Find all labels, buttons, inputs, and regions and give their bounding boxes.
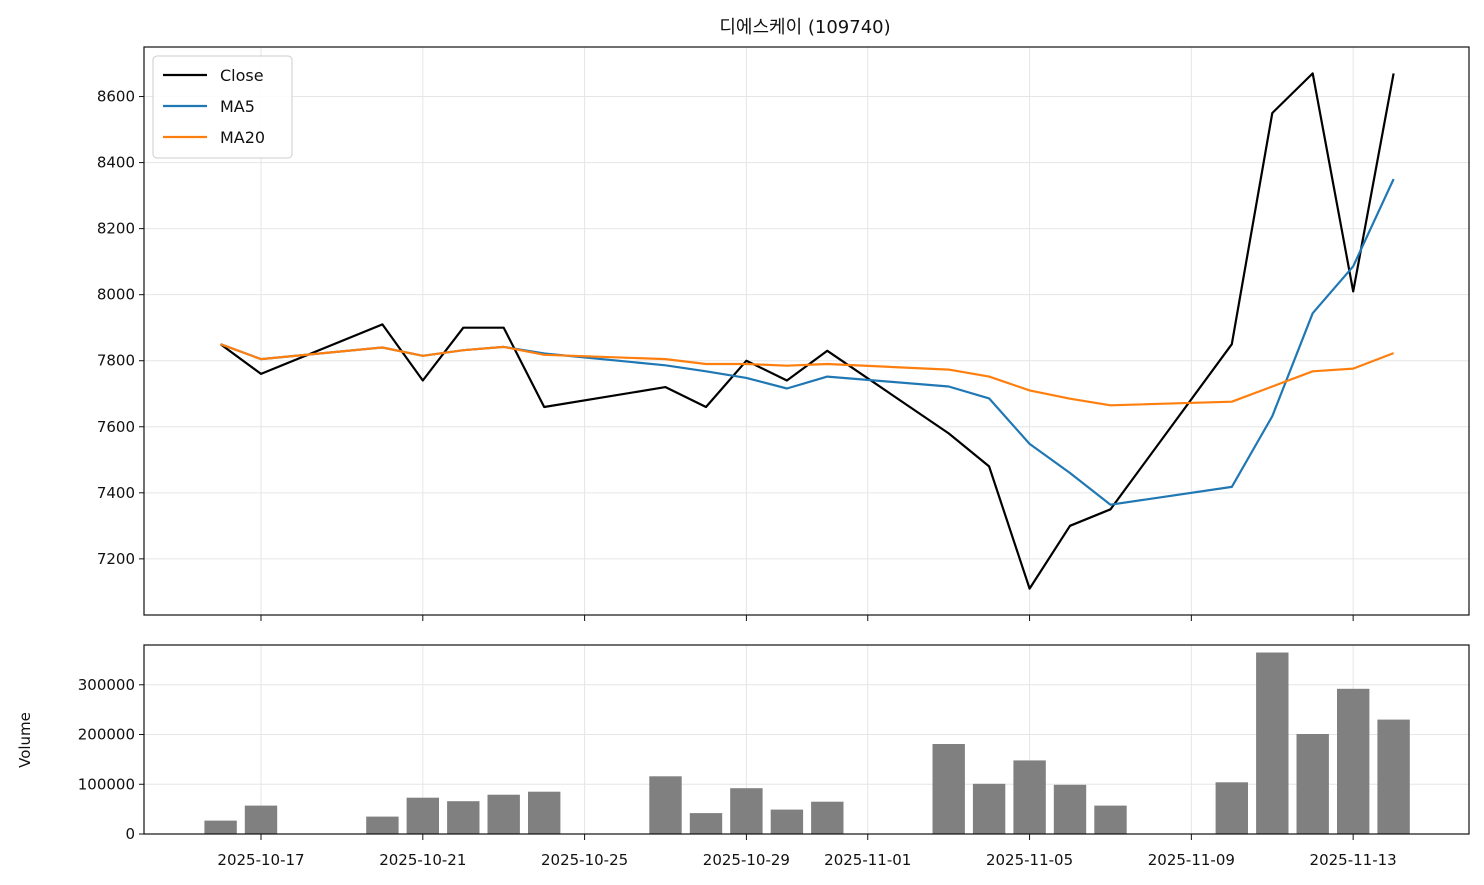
volume-bar	[1053, 784, 1087, 834]
volume-y-tick-label: 100000	[78, 775, 135, 793]
volume-bar	[811, 801, 844, 834]
volume-bar	[730, 788, 763, 834]
volume-bar	[1296, 734, 1329, 834]
price-y-tick-label: 7800	[97, 352, 135, 370]
volume-bar	[1377, 719, 1410, 834]
volume-panel: 0 100000 200000 300000 2025-10-17 2025-10-21…	[16, 644, 1470, 869]
volume-y-tick-label: 200000	[78, 726, 135, 744]
volume-bar	[1094, 805, 1127, 834]
volume-bar	[447, 801, 480, 834]
price-y-tick-label: 8600	[97, 88, 135, 106]
volume-frame	[143, 644, 1470, 835]
price-frame	[143, 46, 1470, 616]
price-y-tick-label: 8400	[97, 154, 135, 172]
volume-bar	[689, 813, 723, 834]
volume-bar	[366, 816, 399, 834]
volume-bar	[244, 805, 278, 834]
volume-bar	[770, 809, 804, 834]
legend-label-ma5: MA5	[220, 97, 255, 116]
price-y-ticks: 7200 7400 7600 7800 8000 8200 8400 8600	[97, 88, 144, 568]
price-y-tick-label: 7200	[97, 550, 135, 568]
x-tick-label: 2025-11-09	[1148, 851, 1235, 869]
price-x-ticks	[260, 615, 1354, 621]
price-y-tick-label: 7600	[97, 418, 135, 436]
volume-bar	[1013, 760, 1046, 834]
volume-bar	[204, 820, 237, 834]
volume-bar	[1256, 652, 1289, 834]
price-series	[219, 72, 1395, 590]
series-line-ma20	[220, 343, 1394, 407]
volume-bar	[406, 797, 439, 834]
volume-x-ticks: 2025-10-17 2025-10-21 2025-10-25 2025-10-29…	[217, 834, 1397, 869]
volume-bars	[204, 652, 1410, 834]
volume-bar	[932, 744, 965, 834]
volume-y-tick-label: 0	[125, 825, 135, 843]
chart-title: 디에스케이 (109740)	[719, 17, 890, 38]
price-y-tick-label: 8000	[97, 286, 135, 304]
volume-bar	[972, 783, 1006, 834]
volume-bar	[528, 791, 561, 834]
x-tick-label: 2025-10-21	[379, 851, 466, 869]
x-tick-label: 2025-10-29	[703, 851, 790, 869]
x-tick-label: 2025-10-25	[541, 851, 628, 869]
series-line-ma5	[220, 178, 1395, 506]
volume-bar	[1215, 782, 1248, 834]
price-panel: 7200 7400 7600 7800 8000 8200 8400 8600 Close MA…	[97, 46, 1470, 621]
legend-label-close: Close	[220, 66, 264, 85]
x-tick-label: 2025-11-13	[1310, 851, 1397, 869]
price-y-tick-label: 8200	[97, 220, 135, 238]
series-line-close	[219, 72, 1395, 590]
volume-y-ticks: 0 100000 200000 300000	[78, 676, 144, 843]
legend-box	[152, 55, 293, 159]
volume-bar	[487, 794, 520, 834]
volume-y-tick-label: 300000	[78, 676, 135, 694]
price-y-tick-label: 7400	[97, 484, 135, 502]
x-tick-label: 2025-10-17	[217, 851, 304, 869]
legend: Close MA5 MA20	[152, 55, 293, 159]
volume-bar	[649, 776, 682, 834]
volume-axis-label: Volume	[16, 712, 34, 768]
price-grid	[144, 47, 1469, 615]
legend-label-ma20: MA20	[220, 128, 265, 147]
x-tick-label: 2025-11-01	[824, 851, 911, 869]
volume-bar	[1337, 688, 1370, 834]
x-tick-label: 2025-11-05	[986, 851, 1073, 869]
